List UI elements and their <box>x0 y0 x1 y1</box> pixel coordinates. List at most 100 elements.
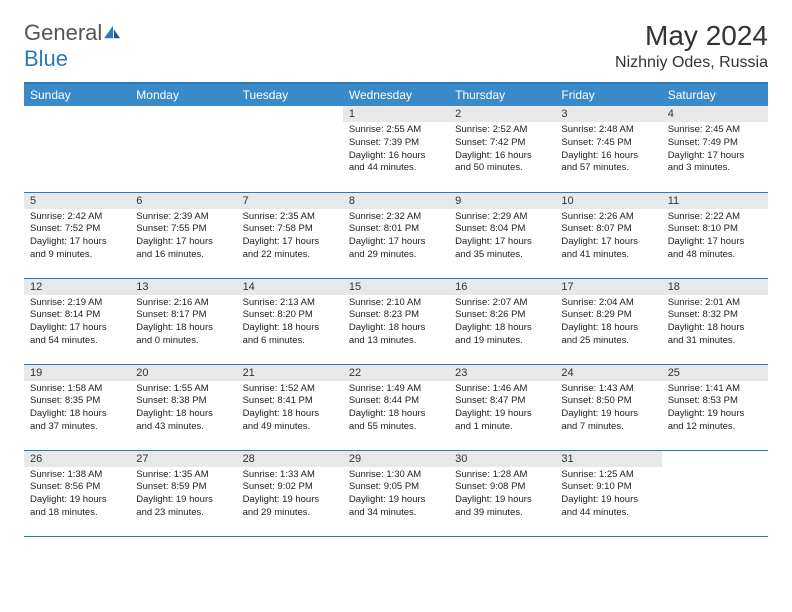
calendar-day: 3Sunrise: 2:48 AMSunset: 7:45 PMDaylight… <box>555 106 661 192</box>
sunrise-line: Sunrise: 2:39 AM <box>136 211 230 224</box>
day-details: Sunrise: 2:35 AMSunset: 7:58 PMDaylight:… <box>237 209 343 266</box>
calendar-day: 9Sunrise: 2:29 AMSunset: 8:04 PMDaylight… <box>449 192 555 278</box>
sunrise-line: Sunrise: 2:22 AM <box>668 211 762 224</box>
calendar-day: 17Sunrise: 2:04 AMSunset: 8:29 PMDayligh… <box>555 278 661 364</box>
calendar-day: 15Sunrise: 2:10 AMSunset: 8:23 PMDayligh… <box>343 278 449 364</box>
daylight-line: Daylight: 18 hours and 6 minutes. <box>243 322 337 348</box>
daylight-line: Daylight: 19 hours and 29 minutes. <box>243 494 337 520</box>
sunrise-line: Sunrise: 2:07 AM <box>455 297 549 310</box>
weekday-header: Sunday <box>24 84 130 106</box>
day-number: 25 <box>662 365 768 381</box>
calendar-body: 1Sunrise: 2:55 AMSunset: 7:39 PMDaylight… <box>24 106 768 536</box>
sunrise-line: Sunrise: 2:55 AM <box>349 124 443 137</box>
day-number: 4 <box>662 106 768 122</box>
weekday-header: Monday <box>130 84 236 106</box>
sunset-line: Sunset: 8:53 PM <box>668 395 762 408</box>
calendar-day: 11 Sunrise: 2:22 AMSunset: 8:10 PMDayligh… <box>662 192 768 278</box>
sunset-line: Sunset: 8:35 PM <box>30 395 124 408</box>
calendar-day: 8Sunrise: 2:32 AMSunset: 8:01 PMDaylight… <box>343 192 449 278</box>
sunrise-line: Sunrise: 1:35 AM <box>136 469 230 482</box>
sunset-line: Sunset: 8:56 PM <box>30 481 124 494</box>
day-number: 8 <box>343 193 449 209</box>
sunset-line: Sunset: 9:05 PM <box>349 481 443 494</box>
day-number: 12 <box>24 279 130 295</box>
calendar-day: 19Sunrise: 1:58 AMSunset: 8:35 PMDayligh… <box>24 364 130 450</box>
day-number: 30 <box>449 451 555 467</box>
daylight-line: Daylight: 17 hours and 22 minutes. <box>243 236 337 262</box>
day-number: 26 <box>24 451 130 467</box>
sunrise-line: Sunrise: 1:52 AM <box>243 383 337 396</box>
calendar-day <box>130 106 236 192</box>
day-details: Sunrise: 2:19 AMSunset: 8:14 PMDaylight:… <box>24 295 130 352</box>
calendar-week: 19Sunrise: 1:58 AMSunset: 8:35 PMDayligh… <box>24 364 768 450</box>
sunrise-line: Sunrise: 1:49 AM <box>349 383 443 396</box>
calendar-day: 1Sunrise: 2:55 AMSunset: 7:39 PMDaylight… <box>343 106 449 192</box>
calendar-day: 20Sunrise: 1:55 AMSunset: 8:38 PMDayligh… <box>130 364 236 450</box>
sunrise-line: Sunrise: 1:41 AM <box>668 383 762 396</box>
sunrise-line: Sunrise: 2:10 AM <box>349 297 443 310</box>
day-details: Sunrise: 2:39 AMSunset: 7:55 PMDaylight:… <box>130 209 236 266</box>
day-details: Sunrise: 2:01 AMSunset: 8:32 PMDaylight:… <box>662 295 768 352</box>
calendar-day: 23Sunrise: 1:46 AMSunset: 8:47 PMDayligh… <box>449 364 555 450</box>
daylight-line: Daylight: 18 hours and 0 minutes. <box>136 322 230 348</box>
calendar-week: 1Sunrise: 2:55 AMSunset: 7:39 PMDaylight… <box>24 106 768 192</box>
calendar-day: 10Sunrise: 2:26 AMSunset: 8:07 PMDayligh… <box>555 192 661 278</box>
sunset-line: Sunset: 8:38 PM <box>136 395 230 408</box>
sunrise-line: Sunrise: 1:38 AM <box>30 469 124 482</box>
calendar-day: 14Sunrise: 2:13 AMSunset: 8:20 PMDayligh… <box>237 278 343 364</box>
sunset-line: Sunset: 7:49 PM <box>668 137 762 150</box>
calendar-day <box>237 106 343 192</box>
weekday-header: Friday <box>555 84 661 106</box>
day-number: 7 <box>237 193 343 209</box>
day-number: 10 <box>555 193 661 209</box>
sunset-line: Sunset: 7:42 PM <box>455 137 549 150</box>
daylight-line: Daylight: 18 hours and 55 minutes. <box>349 408 443 434</box>
sunset-line: Sunset: 7:55 PM <box>136 223 230 236</box>
daylight-line: Daylight: 17 hours and 16 minutes. <box>136 236 230 262</box>
daylight-line: Daylight: 16 hours and 57 minutes. <box>561 150 655 176</box>
day-details: Sunrise: 1:55 AMSunset: 8:38 PMDaylight:… <box>130 381 236 438</box>
calendar-day: 26Sunrise: 1:38 AMSunset: 8:56 PMDayligh… <box>24 450 130 536</box>
calendar-head: SundayMondayTuesdayWednesdayThursdayFrid… <box>24 84 768 106</box>
day-number: 22 <box>343 365 449 381</box>
day-details: Sunrise: 1:46 AMSunset: 8:47 PMDaylight:… <box>449 381 555 438</box>
calendar-table: SundayMondayTuesdayWednesdayThursdayFrid… <box>24 84 768 537</box>
logo-sail-icon <box>102 24 124 40</box>
day-number: 11 <box>662 193 768 209</box>
sunset-line: Sunset: 8:01 PM <box>349 223 443 236</box>
day-details: Sunrise: 1:49 AMSunset: 8:44 PMDaylight:… <box>343 381 449 438</box>
sunset-line: Sunset: 8:44 PM <box>349 395 443 408</box>
calendar-day <box>662 450 768 536</box>
calendar-day: 6Sunrise: 2:39 AMSunset: 7:55 PMDaylight… <box>130 192 236 278</box>
calendar-week: 5Sunrise: 2:42 AMSunset: 7:52 PMDaylight… <box>24 192 768 278</box>
day-number: 6 <box>130 193 236 209</box>
header: GeneralBlue May 2024 Nizhniy Odes, Russi… <box>24 20 768 72</box>
day-number: 29 <box>343 451 449 467</box>
calendar-day: 28Sunrise: 1:33 AMSunset: 9:02 PMDayligh… <box>237 450 343 536</box>
day-details: Sunrise: 2:48 AMSunset: 7:45 PMDaylight:… <box>555 122 661 179</box>
daylight-line: Daylight: 17 hours and 48 minutes. <box>668 236 762 262</box>
logo-word-1: General <box>24 20 102 45</box>
location-label: Nizhniy Odes, Russia <box>615 54 768 72</box>
day-number: 5 <box>24 193 130 209</box>
sunrise-line: Sunrise: 1:55 AM <box>136 383 230 396</box>
sunrise-line: Sunrise: 1:58 AM <box>30 383 124 396</box>
day-number: 27 <box>130 451 236 467</box>
day-number: 13 <box>130 279 236 295</box>
sunset-line: Sunset: 8:14 PM <box>30 309 124 322</box>
day-number: 21 <box>237 365 343 381</box>
sunset-line: Sunset: 8:10 PM <box>668 223 762 236</box>
day-details: Sunrise: 2:10 AMSunset: 8:23 PMDaylight:… <box>343 295 449 352</box>
daylight-line: Daylight: 19 hours and 39 minutes. <box>455 494 549 520</box>
calendar-day: 31Sunrise: 1:25 AMSunset: 9:10 PMDayligh… <box>555 450 661 536</box>
day-details: Sunrise: 1:43 AMSunset: 8:50 PMDaylight:… <box>555 381 661 438</box>
sunset-line: Sunset: 9:08 PM <box>455 481 549 494</box>
sunset-line: Sunset: 8:17 PM <box>136 309 230 322</box>
page-title: May 2024 <box>615 20 768 52</box>
sunrise-line: Sunrise: 2:19 AM <box>30 297 124 310</box>
calendar-day: 2Sunrise: 2:52 AMSunset: 7:42 PMDaylight… <box>449 106 555 192</box>
daylight-line: Daylight: 18 hours and 25 minutes. <box>561 322 655 348</box>
day-details: Sunrise: 2:07 AMSunset: 8:26 PMDaylight:… <box>449 295 555 352</box>
day-details: Sunrise: 2:42 AMSunset: 7:52 PMDaylight:… <box>24 209 130 266</box>
daylight-line: Daylight: 17 hours and 9 minutes. <box>30 236 124 262</box>
